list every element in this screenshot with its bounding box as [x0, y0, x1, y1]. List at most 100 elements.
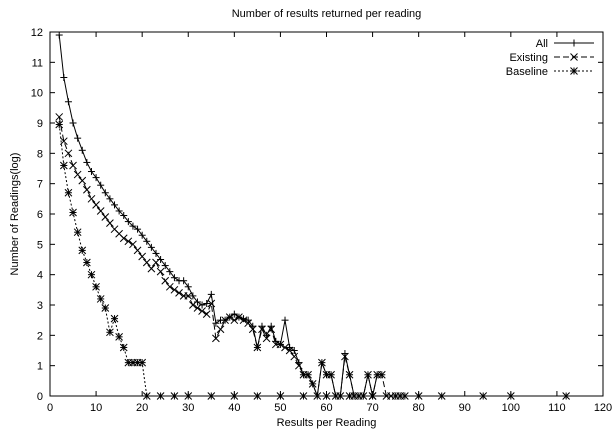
data-point-existing [161, 276, 170, 285]
data-point-existing [198, 307, 206, 315]
data-point-existing [359, 392, 368, 400]
data-point-existing [78, 176, 87, 185]
data-point-existing [165, 282, 174, 291]
data-point-existing [308, 380, 317, 388]
data-point-baseline [156, 392, 165, 400]
data-point-existing [225, 313, 234, 321]
x-tick-label: 90 [459, 402, 471, 414]
data-point-baseline [414, 392, 423, 400]
data-point-all [166, 268, 174, 276]
data-point-all [193, 298, 201, 306]
x-tick-label: 30 [182, 402, 194, 414]
plot-frame [49, 31, 604, 397]
y-tick-label: 2 [37, 330, 43, 342]
data-point-existing [147, 264, 156, 273]
data-point-existing [175, 289, 183, 297]
data-point-all [115, 207, 123, 215]
data-point-baseline [184, 392, 193, 400]
data-point-baseline [400, 392, 409, 400]
data-point-all [147, 243, 155, 251]
data-point-baseline [345, 392, 354, 400]
data-point-existing [156, 267, 165, 276]
data-point-baseline [506, 392, 515, 400]
x-axis-title: Results per Reading [277, 417, 377, 429]
legend-label-existing: Existing [509, 52, 548, 64]
data-point-existing [327, 370, 335, 379]
x-tick-label: 0 [47, 402, 53, 414]
y-tick-label: 9 [37, 118, 43, 130]
data-point-existing [138, 252, 147, 261]
y-tick-label: 1 [37, 361, 43, 373]
data-point-all [83, 158, 91, 166]
data-point-all [281, 316, 289, 324]
data-point-baseline [73, 228, 82, 237]
data-point-all [152, 249, 160, 257]
legend-marker-baseline [570, 67, 578, 75]
data-point-existing [83, 185, 91, 194]
y-tick-label: 8 [37, 148, 43, 160]
data-point-existing [216, 325, 225, 334]
data-point-existing [345, 370, 354, 379]
x-tick-label: 100 [502, 402, 520, 414]
series-line-baseline [58, 124, 567, 397]
data-point-all [207, 290, 215, 298]
data-point-existing [253, 343, 262, 352]
x-tick-label: 110 [548, 402, 566, 414]
data-point-baseline [170, 392, 179, 400]
data-point-all [180, 277, 188, 285]
data-point-existing [87, 194, 96, 203]
data-point-existing [304, 370, 312, 379]
data-point-all [64, 98, 72, 106]
y-tick-label: 7 [37, 179, 43, 191]
data-point-all [106, 195, 114, 203]
data-point-existing [267, 325, 276, 334]
data-point-baseline [64, 188, 73, 197]
data-point-all [184, 283, 192, 291]
data-point-all [170, 274, 178, 282]
data-point-existing [285, 346, 294, 355]
data-point-baseline [142, 392, 151, 400]
x-tick-label: 80 [413, 402, 425, 414]
data-point-baseline [562, 392, 570, 400]
y-tick-label: 4 [37, 270, 43, 282]
legend: All Existing Baseline [506, 38, 594, 78]
data-point-existing [96, 207, 105, 215]
data-point-all [124, 218, 132, 226]
data-point-all [203, 299, 211, 307]
data-point-baseline [253, 392, 262, 400]
y-tick-label: 3 [37, 300, 43, 312]
data-point-baseline [115, 332, 123, 341]
series-existing [55, 113, 395, 400]
data-point-existing [235, 313, 243, 321]
data-point-all [78, 146, 86, 154]
data-point-existing [262, 334, 271, 343]
data-point-baseline [479, 392, 488, 400]
x-tick-label: 70 [366, 402, 378, 414]
chart-title: Number of results returned per reading [232, 8, 422, 20]
data-point-baseline [78, 246, 87, 255]
data-point-all [157, 256, 165, 263]
data-point-all [134, 225, 142, 233]
data-point-all [212, 319, 220, 327]
data-point-existing [202, 310, 211, 318]
data-point-all [161, 262, 169, 270]
data-point-all [290, 347, 298, 354]
data-point-existing [152, 258, 160, 267]
x-tick-label: 20 [136, 402, 148, 414]
legend-label-all: All [536, 38, 548, 50]
y-tick-label: 12 [31, 27, 43, 39]
data-point-existing [244, 319, 253, 328]
data-point-all [138, 231, 146, 239]
data-point-baseline [83, 258, 91, 267]
y-tick-label: 11 [32, 57, 43, 69]
y-tick-label: 0 [37, 391, 43, 403]
data-point-baseline [138, 358, 147, 367]
x-tick-label: 120 [594, 402, 612, 414]
data-point-existing [230, 316, 239, 325]
data-point-baseline [106, 328, 114, 337]
data-point-baseline [276, 392, 285, 400]
data-point-baseline [322, 392, 331, 400]
data-point-existing [281, 343, 289, 352]
data-point-existing [184, 292, 193, 300]
x-tick-label: 10 [90, 402, 102, 414]
